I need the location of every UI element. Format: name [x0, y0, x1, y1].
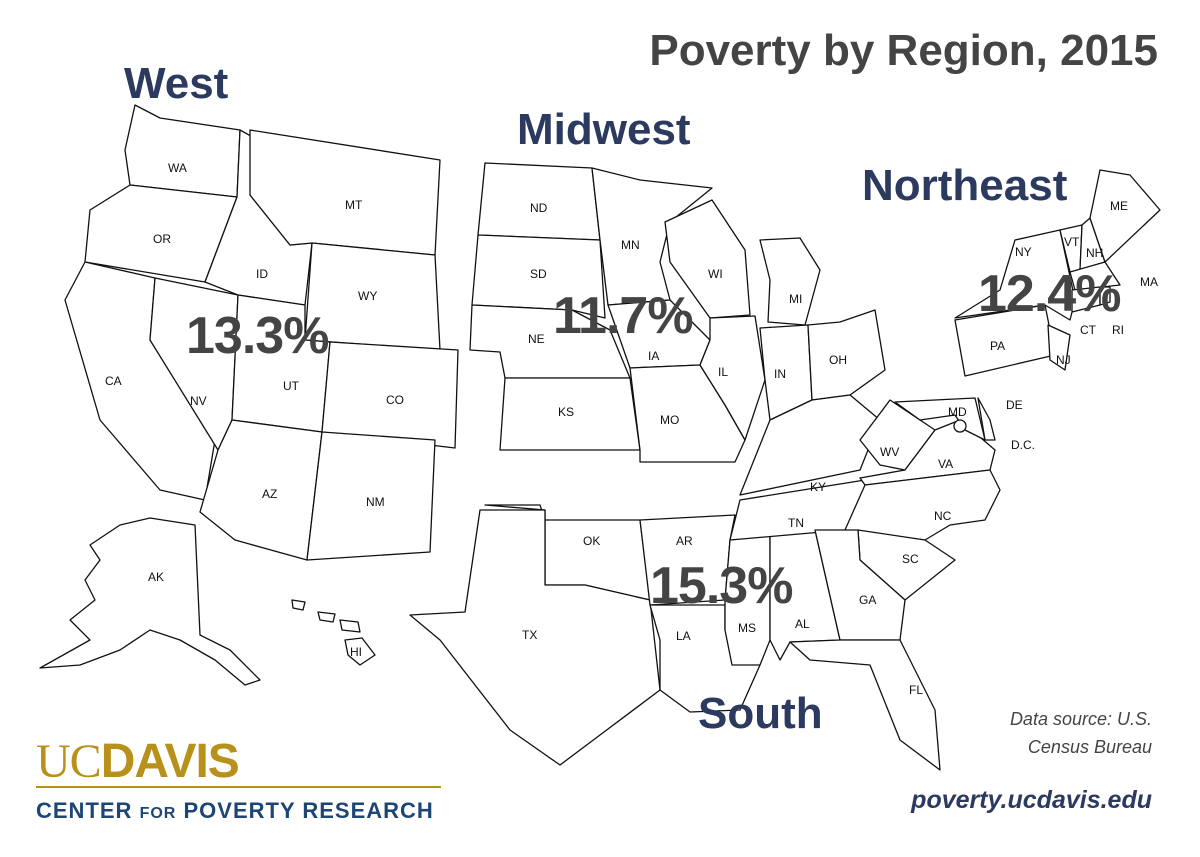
state-ak: [39, 517, 261, 686]
label-nm: NM: [366, 495, 385, 509]
label-hi: HI: [350, 645, 362, 659]
label-ks: KS: [558, 405, 574, 419]
northeast-states: [954, 169, 1161, 377]
midwest-states: [469, 162, 886, 463]
label-al: AL: [795, 617, 810, 631]
state-tx: [409, 509, 661, 766]
label-ar: AR: [676, 534, 693, 548]
logo-for: FOR: [139, 805, 177, 822]
label-tn: TN: [788, 516, 804, 530]
label-la: LA: [676, 629, 691, 643]
label-in: IN: [774, 367, 786, 381]
dc-marker: [953, 419, 967, 433]
label-ms: MS: [738, 621, 756, 635]
logo-davis: DAVIS: [100, 735, 240, 788]
state-mn: [591, 167, 713, 306]
label-nv: NV: [190, 394, 207, 408]
label-de: DE: [1006, 398, 1023, 412]
logo-poverty-research: POVERTY RESEARCH: [183, 798, 434, 823]
region-label-midwest: Midwest: [517, 105, 691, 154]
label-or: OR: [153, 232, 171, 246]
label-va: VA: [938, 457, 953, 471]
label-ri: RI: [1112, 323, 1124, 337]
south-poverty-rate: 15.3%: [650, 557, 793, 615]
label-ca: CA: [105, 374, 122, 388]
label-az: AZ: [262, 487, 277, 501]
label-md: MD: [948, 405, 967, 419]
state-labels: WA OR CA NV ID MT WY UT CO AZ NM AK HI N…: [105, 161, 1158, 697]
label-oh: OH: [829, 353, 847, 367]
label-wa: WA: [168, 161, 187, 175]
label-dc: D.C.: [1011, 438, 1035, 452]
label-fl: FL: [909, 683, 923, 697]
label-mi: MI: [789, 292, 802, 306]
label-sc: SC: [902, 552, 919, 566]
logo-center: CENTER: [36, 798, 133, 823]
state-il: [699, 315, 766, 441]
state-nj: [1047, 324, 1071, 371]
ucdavis-logo: UCDAVIS CENTER FOR POVERTY RESEARCH: [36, 738, 441, 824]
source-line-2: Census Bureau: [1027, 737, 1152, 757]
label-ny: NY: [1015, 245, 1032, 259]
label-nc: NC: [934, 509, 952, 523]
website-link[interactable]: poverty.ucdavis.edu: [911, 786, 1152, 814]
label-ga: GA: [859, 593, 876, 607]
label-nj: NJ: [1056, 353, 1071, 367]
state-ny: [954, 229, 1076, 321]
label-ok: OK: [583, 534, 600, 548]
state-de: [977, 397, 996, 441]
label-ct: CT: [1080, 323, 1097, 337]
label-vt: VT: [1064, 235, 1080, 249]
state-ky: [739, 394, 881, 496]
state-mi: [759, 237, 821, 326]
state-hi: [291, 599, 376, 666]
label-ak: AK: [148, 570, 164, 584]
state-sd: [471, 234, 606, 319]
data-source-note: Data source: U.S. Census Bureau: [1010, 705, 1152, 761]
label-pa: PA: [990, 339, 1005, 353]
label-mt: MT: [345, 198, 363, 212]
northeast-poverty-rate: 12.4%: [978, 265, 1121, 323]
label-tx: TX: [522, 628, 537, 642]
label-ne: NE: [528, 332, 545, 346]
label-sd: SD: [530, 267, 547, 281]
label-wv: WV: [880, 445, 899, 459]
logo-divider: [36, 786, 441, 788]
region-label-northeast: Northeast: [862, 161, 1068, 210]
region-label-south: South: [698, 689, 823, 738]
state-ri: [1099, 286, 1111, 306]
state-nm: [306, 431, 436, 561]
west-poverty-rate: 13.3%: [186, 307, 329, 365]
label-nh: NH: [1086, 246, 1103, 260]
state-me: [1089, 169, 1161, 263]
logo-uc: UC: [36, 735, 102, 788]
label-co: CO: [386, 393, 404, 407]
source-line-1: Data source: U.S.: [1009, 709, 1152, 729]
west-states: [39, 104, 459, 686]
region-label-west: West: [124, 59, 229, 108]
label-id: ID: [256, 267, 268, 281]
label-il: IL: [718, 365, 728, 379]
state-fl: [789, 639, 941, 771]
south-states: [409, 394, 1001, 771]
state-co: [321, 341, 459, 449]
label-ia: IA: [648, 349, 659, 363]
state-wa: [124, 104, 241, 198]
label-me: ME: [1110, 199, 1128, 213]
label-wi: WI: [708, 267, 723, 281]
label-nd: ND: [530, 201, 548, 215]
label-ma: MA: [1140, 275, 1158, 289]
page-title: Poverty by Region, 2015: [649, 26, 1158, 75]
state-or: [84, 184, 238, 283]
label-mn: MN: [621, 238, 640, 252]
state-ma: [1069, 261, 1121, 291]
label-ut: UT: [283, 379, 300, 393]
label-wy: WY: [358, 289, 377, 303]
midwest-poverty-rate: 11.7%: [553, 287, 694, 345]
label-ky: KY: [810, 480, 826, 494]
label-mo: MO: [660, 413, 679, 427]
